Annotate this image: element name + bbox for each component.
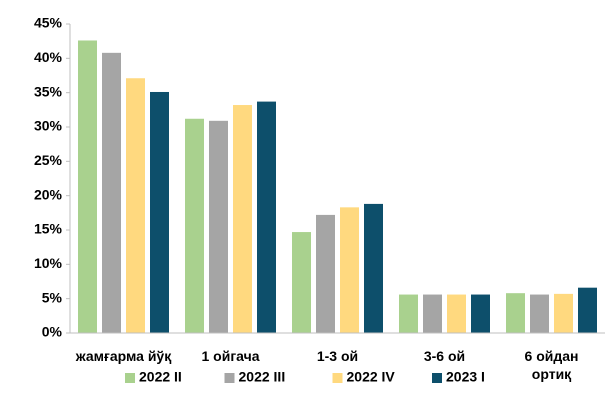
bar [423,294,442,333]
bar [554,293,573,333]
y-tick-label: 5% [42,289,63,305]
x-tick-label: жамғарма йўқ [75,348,172,364]
bar [399,294,418,333]
bar [506,293,525,333]
bar [233,105,252,333]
legend-label: 2023 I [446,369,485,385]
legend-label: 2022 IV [347,369,396,385]
x-tick-label: 3-6 ой [423,348,466,364]
y-tick-label: 10% [34,255,63,271]
legend-swatch [224,373,235,383]
bar [209,120,228,333]
y-tick-label: 0% [42,324,63,340]
bar [126,78,145,333]
y-tick-label: 30% [34,118,63,134]
bar [447,294,466,333]
legend-swatch [125,373,135,383]
bar [78,40,97,333]
x-tick-label: 1-3 ой [316,348,359,364]
legend-swatch [332,373,343,383]
bar [292,232,311,333]
y-tick-label: 15% [34,221,63,237]
x-tick-label: 1 ойгача [201,348,260,364]
bar [257,101,276,334]
bar [471,294,490,333]
bar [340,207,359,333]
y-tick-label: 20% [34,186,63,202]
legend-label: 2022 II [139,369,182,385]
y-tick-label: 40% [34,49,63,65]
y-tick-label: 45% [34,15,63,31]
bar [530,294,549,333]
bar [364,203,383,333]
legend-label: 2022 III [239,369,286,385]
bar [102,52,121,334]
bar [150,91,169,333]
bar [316,214,335,333]
bar [578,287,597,333]
y-tick-label: 25% [34,152,63,168]
bar [185,118,204,333]
legend-swatch [432,373,442,383]
y-tick-label: 35% [34,83,63,99]
x-tick-label: 6 ойдан ортиқ [524,348,579,382]
